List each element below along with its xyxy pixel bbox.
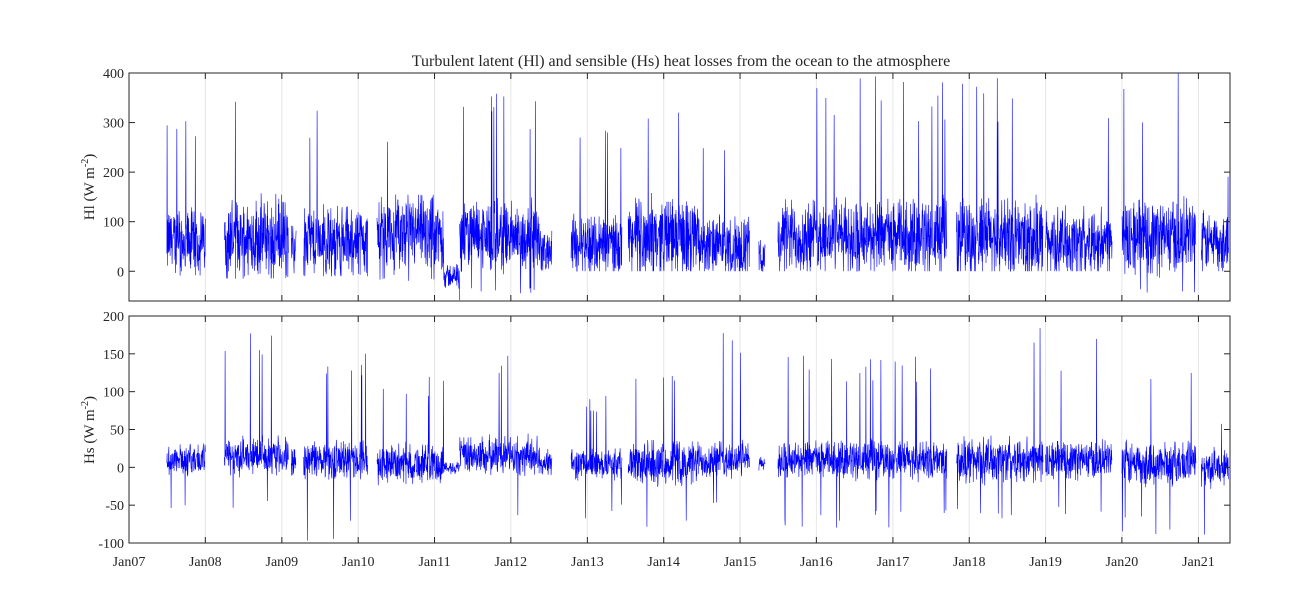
latent-heat-series-segment — [1201, 176, 1229, 272]
sensible-heat-series-segment — [956, 328, 1044, 519]
sensible-heat-series-segment — [627, 375, 699, 527]
latent-heat-series-segment — [166, 121, 206, 276]
x-tick-label: Jan12 — [495, 555, 528, 570]
sensible-heat-series-segment — [166, 443, 206, 509]
latent-heat-series-segment — [538, 230, 553, 271]
sensible-heat-y-axis-label-main: Hs (W m — [82, 409, 98, 464]
sensible-heat-panel: -100 -50 0 50 100 150 200 Jan07 Jan08 Jan09 Jan10 J… — [98, 310, 1231, 570]
latent-heat-y-tick-label: 300 — [103, 117, 124, 132]
latent-heat-series-segment — [376, 141, 445, 281]
latent-heat-y-tick-label: 400 — [103, 67, 124, 82]
sensible-heat-series-segment — [758, 456, 766, 471]
latent-heat-y-tick-label: 100 — [103, 216, 124, 231]
latent-heat-series-segment — [443, 264, 460, 301]
x-tick-label: Jan18 — [953, 555, 986, 570]
x-tick-label: Jan21 — [1182, 555, 1215, 570]
sensible-heat-series-segment — [777, 355, 947, 528]
sensible-heat-series-segment — [538, 447, 553, 476]
sensible-heat-y-tick-label: 0 — [117, 461, 124, 476]
latent-heat-y-axis-label-close: ) — [82, 154, 98, 159]
sensible-heat-series-segment — [376, 376, 445, 486]
latent-heat-series-segment — [303, 110, 368, 277]
sensible-heat-series-segment — [1045, 339, 1113, 515]
latent-heat-y-axis-label: Hl (W m-2) — [80, 154, 98, 220]
latent-heat-series-segment — [1121, 73, 1197, 293]
x-tick-label: Jan14 — [647, 555, 680, 570]
latent-heat-y-axis-label-main: Hl (W m — [82, 167, 98, 220]
x-tick-label: Jan11 — [418, 555, 450, 570]
x-tick-label: Jan13 — [571, 555, 604, 570]
latent-heat-series-segment — [290, 225, 297, 274]
sensible-heat-series-segment — [459, 355, 540, 516]
sensible-heat-series-segment — [697, 333, 750, 503]
sensible-heat-y-axis-label: Hs (W m-2) — [80, 396, 98, 464]
x-tick-label: Jan16 — [800, 555, 833, 570]
latent-heat-series-segment — [627, 112, 699, 272]
latent-heat-series-segment — [1045, 118, 1113, 272]
latent-heat-series-segment — [697, 148, 750, 272]
sensible-heat-y-tick-label: 100 — [103, 386, 124, 401]
chart-title: Turbulent latent (Hl) and sensible (Hs) … — [412, 53, 950, 70]
latent-heat-series — [166, 73, 1229, 301]
latent-heat-panel: 0 100 200 300 400 — [103, 67, 1231, 302]
latent-heat-y-axis-label-exponent: -2 — [80, 159, 91, 167]
sensible-heat-series — [166, 328, 1229, 541]
latent-heat-series-segment — [777, 76, 947, 272]
sensible-heat-y-tick-label: 150 — [103, 348, 124, 363]
sensible-heat-y-tick-label: -100 — [98, 537, 124, 552]
x-tick-label: Jan09 — [266, 555, 299, 570]
x-tick-label: Jan17 — [877, 555, 910, 570]
latent-heat-series-segment — [758, 239, 766, 272]
latent-heat-series-segment — [224, 101, 289, 279]
sensible-heat-series-segment — [290, 448, 297, 476]
x-tick-label: Jan20 — [1106, 555, 1139, 570]
x-tick-label: Jan07 — [113, 555, 146, 570]
x-tick-label: Jan19 — [1029, 555, 1062, 570]
sensible-heat-series-segment — [303, 353, 368, 541]
x-tick-label: Jan08 — [189, 555, 222, 570]
latent-heat-series-segment — [570, 130, 623, 272]
sensible-heat-y-tick-label: 200 — [103, 310, 124, 325]
latent-heat-axes-box — [128, 72, 1231, 302]
latent-heat-series-segment — [459, 93, 540, 294]
sensible-heat-y-axis-label-exponent: -2 — [80, 401, 91, 409]
sensible-heat-series-segment — [224, 333, 289, 508]
sensible-heat-series-segment — [570, 396, 623, 519]
latent-heat-y-tick-label: 200 — [103, 166, 124, 181]
sensible-heat-y-tick-label: 50 — [110, 424, 124, 439]
sensible-heat-series-segment — [1121, 373, 1197, 534]
latent-heat-y-tick-label: 0 — [117, 265, 124, 280]
sensible-heat-axes-box — [128, 315, 1231, 544]
sensible-heat-y-axis-label-close: ) — [82, 396, 98, 401]
sensible-heat-y-tick-label: -50 — [105, 499, 124, 514]
sensible-heat-series-segment — [1201, 423, 1229, 535]
x-tick-label: Jan10 — [342, 555, 375, 570]
latent-heat-series-segment — [956, 78, 1044, 272]
sensible-heat-series-segment — [443, 461, 460, 475]
x-tick-label: Jan15 — [724, 555, 757, 570]
